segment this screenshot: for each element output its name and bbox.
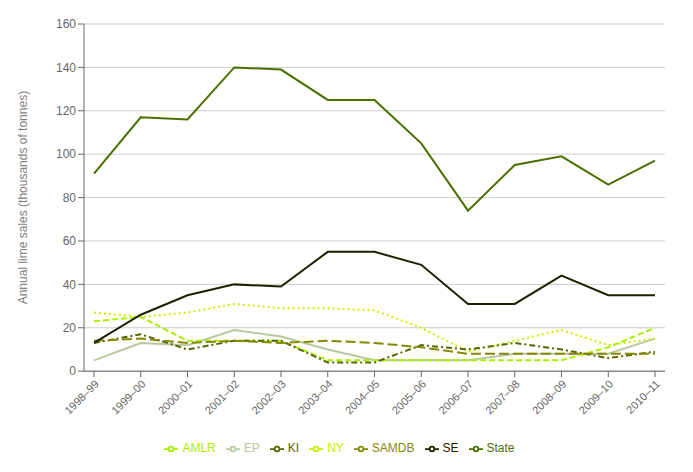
html-text:EP: EP — [243, 441, 260, 456]
svg-text:2004–05: 2004–05 — [343, 378, 382, 417]
svg-text:2008–09: 2008–09 — [530, 378, 569, 417]
html-text:NY: NY — [327, 441, 344, 456]
svg-text:2002–03: 2002–03 — [249, 378, 288, 417]
html-text:KI: KI — [287, 441, 300, 456]
svg-text:1999–00: 1999–00 — [109, 378, 148, 417]
html-text:AMLR: AMLR — [182, 441, 216, 456]
html-text:SE: SE — [442, 441, 459, 456]
svg-text:Annual lime sales (thousands o: Annual lime sales (thousands of tonnes) — [16, 91, 30, 304]
svg-text:160: 160 — [56, 17, 76, 31]
svg-text:0: 0 — [69, 364, 76, 378]
svg-text:40: 40 — [63, 278, 77, 292]
svg-text:20: 20 — [63, 321, 77, 335]
svg-text:2001–02: 2001–02 — [202, 378, 241, 417]
svg-text:2003–04: 2003–04 — [296, 378, 335, 417]
svg-text:140: 140 — [56, 61, 76, 75]
html-text:State: State — [486, 441, 515, 456]
svg-text:80: 80 — [63, 191, 77, 205]
svg-text:2000–01: 2000–01 — [156, 378, 195, 417]
svg-text:2006–07: 2006–07 — [436, 378, 475, 417]
svg-text:100: 100 — [56, 147, 76, 161]
svg-text:2009–10: 2009–10 — [576, 378, 615, 417]
html-text:SAMDB: SAMDB — [371, 441, 415, 456]
svg-text:60: 60 — [63, 234, 77, 248]
svg-text:120: 120 — [56, 104, 76, 118]
svg-text:2007–08: 2007–08 — [483, 378, 522, 417]
svg-text:1998–99: 1998–99 — [62, 378, 101, 417]
svg-text:2005–06: 2005–06 — [389, 378, 428, 417]
svg-text:2010–11: 2010–11 — [624, 378, 662, 416]
